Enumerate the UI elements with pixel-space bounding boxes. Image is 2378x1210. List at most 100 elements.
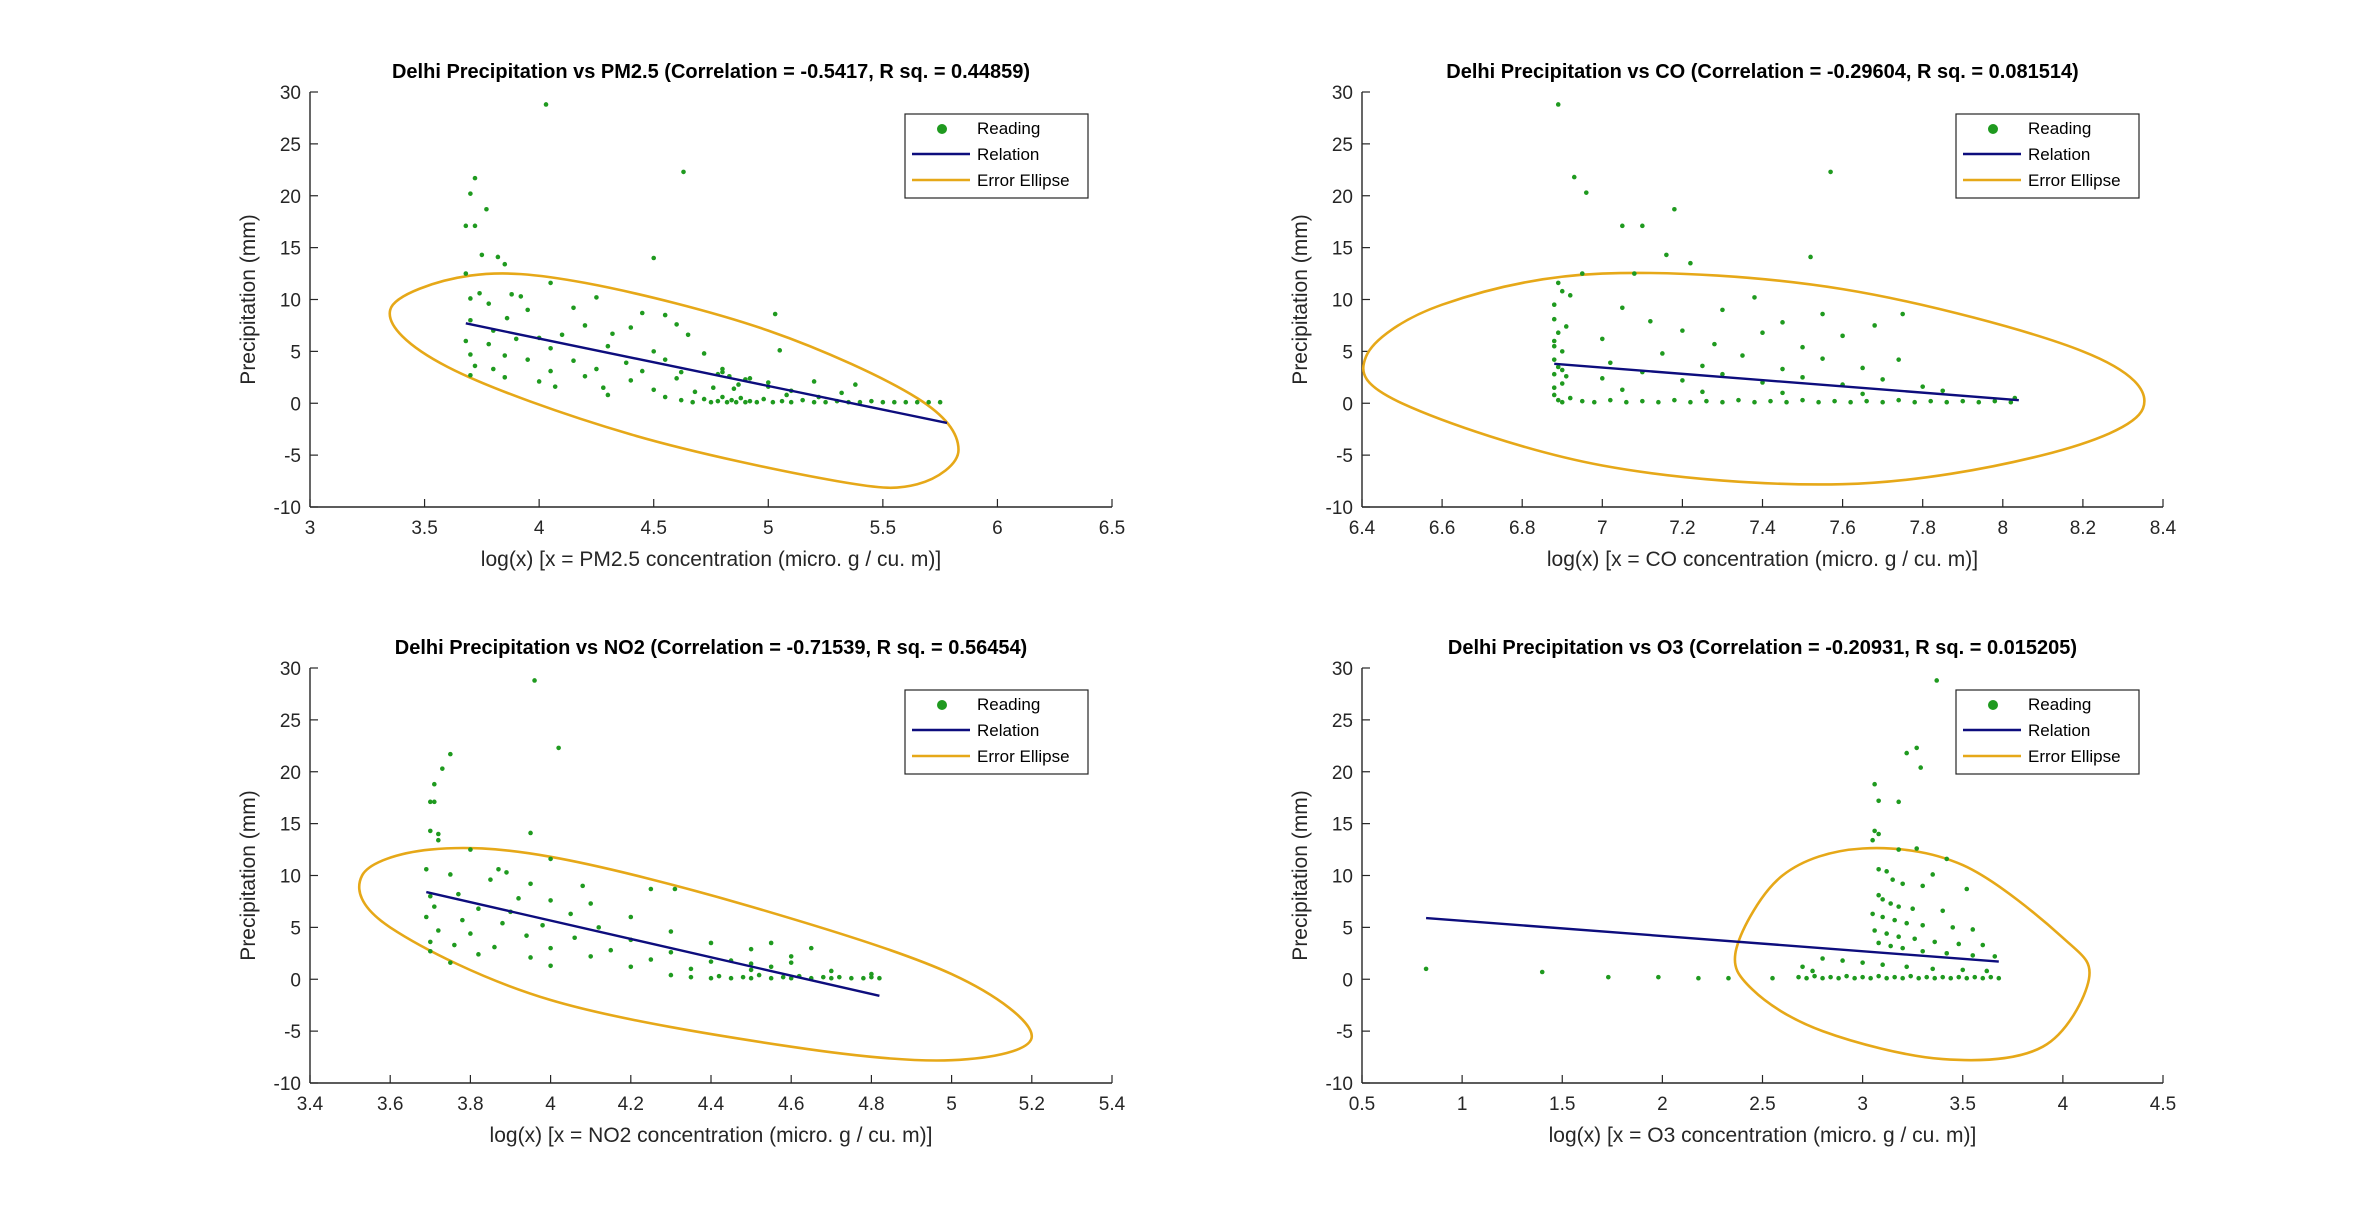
legend-label-relation: Relation — [2028, 145, 2090, 164]
reading-point — [504, 870, 509, 875]
legend-box — [904, 689, 1089, 775]
reading-point — [780, 974, 786, 980]
y-tick-label: -10 — [274, 1074, 301, 1095]
reading-point — [1932, 939, 1938, 945]
reading-point — [1984, 968, 1990, 974]
reading-point — [853, 382, 858, 387]
reading-point — [548, 963, 553, 969]
reading-point — [1820, 356, 1825, 361]
reading-point — [528, 881, 533, 887]
subplot-o3: 0.5 1 1.5 2 2.5 3 3.5 4 4.5 -10 -5 0 5 10 15 20 25 30 Del… — [1289, 637, 2176, 1147]
y-tick-label: 5 — [1342, 918, 1353, 939]
reading-point — [1896, 934, 1901, 940]
reading-point — [1551, 343, 1557, 349]
reading-point — [596, 925, 602, 930]
reading-point — [472, 223, 478, 229]
reading-point — [1800, 964, 1805, 970]
reading-point — [748, 975, 754, 981]
chart-title: Delhi Precipitation vs CO (Correlation =… — [1446, 61, 2078, 83]
reading-point — [548, 945, 553, 951]
reading-point — [1608, 397, 1613, 403]
reading-point — [1940, 974, 1946, 980]
reading-point — [662, 357, 668, 362]
legend: Reading Relation Error Ellipse — [904, 113, 1089, 199]
reading-point — [1640, 398, 1645, 404]
relation-line — [465, 322, 948, 425]
reading-point — [720, 394, 725, 400]
reading-point — [1740, 353, 1745, 358]
reading-point — [1920, 948, 1925, 954]
reading-point — [448, 960, 453, 965]
reading-point — [525, 307, 530, 313]
x-tick-label: 4.8 — [858, 1094, 884, 1115]
x-tick-label: 7.4 — [1749, 518, 1776, 539]
reading-point — [811, 379, 817, 384]
x-tick-label: 6.6 — [1429, 518, 1455, 539]
reading-point — [1914, 745, 1919, 751]
y-tick-label: -5 — [284, 1022, 301, 1043]
reading-point — [1876, 892, 1881, 898]
reading-point — [765, 380, 771, 385]
reading-point — [1884, 975, 1889, 981]
reading-point — [559, 332, 565, 338]
reading-point — [1840, 958, 1845, 963]
y-tick-label: 25 — [1332, 711, 1353, 732]
reading-point — [1800, 397, 1805, 403]
reading-point — [690, 399, 695, 405]
reading-point — [701, 396, 707, 402]
reading-point — [761, 396, 767, 402]
reading-point — [1551, 385, 1557, 390]
reading-point — [428, 948, 433, 954]
y-tick-label: -10 — [1326, 1074, 1353, 1095]
x-tick-label: 4 — [534, 518, 545, 539]
reading-point — [892, 399, 897, 405]
x-tick-label: 3 — [1857, 1094, 1868, 1115]
x-tick-label: 3 — [305, 518, 316, 539]
reading-point — [681, 169, 686, 175]
reading-point — [770, 399, 776, 405]
reading-point — [1904, 920, 1909, 926]
y-axis-label: Precipitation (mm) — [237, 790, 260, 960]
reading-point — [1964, 975, 1970, 981]
reading-point — [1672, 397, 1677, 403]
y-tick-label: 10 — [280, 291, 301, 312]
chart-title: Delhi Precipitation vs PM2.5 (Correlatio… — [392, 61, 1030, 83]
y-tick-label: 10 — [280, 867, 301, 888]
reading-point — [1712, 341, 1717, 347]
reading-point — [748, 961, 754, 966]
reading-point — [1812, 973, 1817, 979]
y-tick-label: 5 — [290, 342, 301, 363]
reading-point — [1567, 395, 1573, 401]
reading-point — [1600, 376, 1605, 381]
reading-point — [1583, 190, 1589, 195]
reading-point — [1551, 392, 1557, 398]
reading-point — [1940, 388, 1946, 394]
reading-point — [588, 901, 593, 906]
reading-point — [436, 831, 441, 837]
reading-point — [1904, 964, 1909, 970]
reading-point — [1551, 357, 1557, 362]
reading-point — [1656, 974, 1661, 980]
x-tick-label: 4.4 — [698, 1094, 725, 1115]
y-axis-label: Precipitation (mm) — [1289, 790, 1312, 960]
reading-point — [1672, 206, 1677, 212]
reading-point — [1810, 968, 1815, 974]
legend: Reading Relation Error Ellipse — [1955, 689, 2140, 775]
reading-point — [715, 398, 721, 404]
reading-point — [1704, 398, 1709, 404]
reading-point — [1912, 936, 1917, 942]
y-tick-label: -5 — [1336, 446, 1353, 467]
reading-point — [571, 358, 576, 364]
reading-point — [608, 947, 614, 953]
reading-point — [504, 315, 510, 321]
y-tick-label: 0 — [1342, 970, 1353, 991]
reading-point — [1551, 302, 1557, 307]
reading-point — [800, 397, 805, 403]
reading-point — [436, 837, 441, 843]
reading-point — [605, 392, 611, 398]
reading-point — [784, 392, 789, 398]
reading-point — [440, 766, 445, 771]
reading-point — [1752, 295, 1757, 300]
reading-point — [1688, 399, 1693, 405]
